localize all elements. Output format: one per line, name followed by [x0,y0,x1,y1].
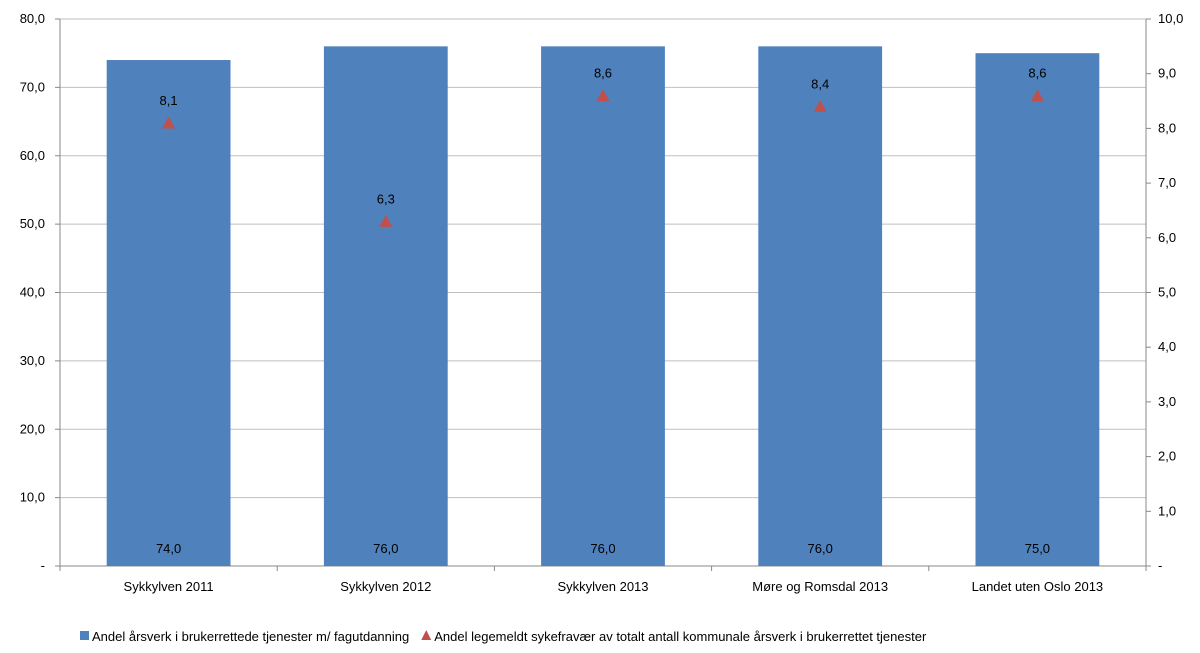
left-axis-tick-label: 30,0 [20,353,45,368]
bar [758,46,883,567]
left-axis-tick-label: 10,0 [20,490,45,505]
category-label: Sykkylven 2013 [557,579,648,594]
right-axis-tick-label: 7,0 [1158,175,1176,190]
bar [975,53,1100,566]
right-axis-tick-label: 4,0 [1158,339,1176,354]
left-axis-tick-label: 50,0 [20,216,45,231]
right-axis-tick-label: 10,0 [1158,11,1183,26]
left-axis-tick-label: 40,0 [20,285,45,300]
marker-data-label: 8,4 [811,77,829,92]
left-axis-tick-label: 20,0 [20,421,45,436]
marker-data-label: 8,1 [160,93,178,108]
right-axis-tick-label: 5,0 [1158,285,1176,300]
left-axis-tick-label: 80,0 [20,11,45,26]
legend-swatch-markers [421,630,432,640]
legend-swatch-bars [80,631,89,640]
left-axis-tick-label: 70,0 [20,79,45,94]
triangle-marker [813,100,827,113]
right-axis-tick-label: - [1158,558,1162,573]
category-label: Møre og Romsdal 2013 [752,579,888,594]
right-axis-tick-label: 3,0 [1158,394,1176,409]
category-label: Sykkylven 2012 [340,579,431,594]
bar [541,46,665,567]
bar-data-label: 75,0 [1025,541,1050,556]
bar [323,46,448,567]
legend-label-bars: Andel årsverk i brukerrettede tjenester … [92,629,409,644]
category-label: Landet uten Oslo 2013 [972,579,1104,594]
triangle-marker [1030,89,1044,102]
right-axis-tick-label: 6,0 [1158,230,1176,245]
right-axis-tick-label: 8,0 [1158,120,1176,135]
right-axis-tick-label: 9,0 [1158,66,1176,81]
marker-data-label: 8,6 [594,66,612,81]
bar-data-label: 74,0 [156,541,181,556]
triangle-marker [596,89,610,102]
marker-data-label: 8,6 [1028,66,1046,81]
bar-data-label: 76,0 [590,541,615,556]
left-axis-tick-label: - [41,558,45,573]
triangle-marker [379,214,393,227]
right-axis-tick-label: 2,0 [1158,449,1176,464]
bar-data-label: 76,0 [373,541,398,556]
triangle-marker [162,116,176,129]
right-axis-tick-label: 1,0 [1158,503,1176,518]
marker-data-label: 6,3 [377,191,395,206]
bar [106,60,231,567]
category-label: Sykkylven 2011 [124,579,214,594]
bar-data-label: 76,0 [808,541,833,556]
left-axis-tick-label: 60,0 [20,148,45,163]
legend-label-markers: Andel legemeldt sykefravær av totalt ant… [434,629,927,644]
